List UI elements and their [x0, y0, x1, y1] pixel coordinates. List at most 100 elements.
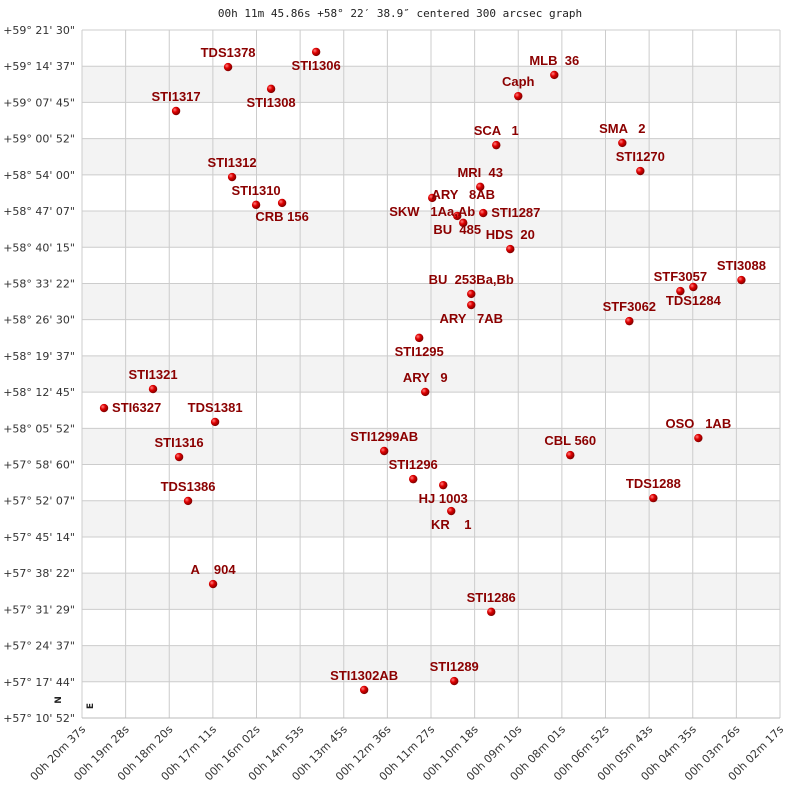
- star-marker: [359, 685, 369, 695]
- star-label: SCA 1: [474, 123, 519, 138]
- y-tick-label: +57° 38' 22": [3, 567, 75, 580]
- y-tick-label: +58° 54' 00": [3, 169, 75, 182]
- star-marker: [223, 62, 233, 72]
- star-marker: [618, 138, 627, 148]
- star-marker: [439, 480, 448, 490]
- star-marker: [453, 211, 462, 221]
- star-marker: [447, 506, 456, 516]
- star-label: A 904: [191, 562, 237, 577]
- star-label: HDS 20: [486, 227, 535, 242]
- star-label: TDS1288: [626, 476, 681, 491]
- star-label: KR 1: [431, 517, 471, 532]
- star-label: MLB 36: [529, 53, 579, 68]
- star-label: SKW 1Aa,Ab: [389, 204, 475, 219]
- star-label: STI1310: [232, 183, 281, 198]
- star-label: STI1289: [430, 659, 479, 674]
- star-marker: [311, 47, 321, 57]
- star-marker: [183, 496, 193, 506]
- star-label: BU 253Ba,Bb: [429, 272, 514, 287]
- y-tick-label: +58° 12' 45": [3, 386, 75, 399]
- star-label: OSO 1AB: [665, 416, 731, 431]
- star-label: SMA 2: [599, 121, 645, 136]
- star-marker: [99, 403, 109, 413]
- star-label: BU 485: [433, 222, 481, 237]
- y-tick-label: +58° 40' 15": [3, 241, 75, 254]
- star-label: STI1296: [389, 457, 438, 472]
- star-marker: [514, 91, 523, 101]
- y-tick-label: +59° 14' 37": [3, 60, 75, 73]
- star-marker: [566, 450, 575, 460]
- star-marker: [625, 316, 634, 326]
- star-label: TDS1381: [188, 400, 243, 415]
- star-marker: [414, 333, 424, 343]
- star-label: MRI 43: [457, 165, 503, 180]
- star-label: STI1302AB: [330, 668, 398, 683]
- y-tick-label: +57° 24' 37": [3, 640, 75, 653]
- star-marker: [636, 166, 645, 176]
- star-label: CRB 156: [255, 209, 308, 224]
- star-marker: [251, 200, 261, 210]
- star-label: STI1287: [491, 205, 540, 220]
- star-marker: [148, 384, 158, 394]
- star-marker: [737, 275, 746, 285]
- star-label: Caph: [502, 74, 535, 89]
- star-label: CBL 560: [544, 433, 596, 448]
- star-label: STI1286: [467, 590, 516, 605]
- star-marker: [649, 493, 658, 503]
- y-tick-label: +57° 52' 07": [3, 495, 75, 508]
- star-label: ARY 8AB: [431, 187, 495, 202]
- star-label: STI1308: [247, 95, 296, 110]
- star-marker: [428, 193, 437, 203]
- y-tick-label: +58° 26' 30": [3, 314, 75, 327]
- star-marker: [409, 474, 418, 484]
- star-marker: [550, 70, 559, 80]
- star-marker: [379, 446, 389, 456]
- star-marker: [171, 106, 181, 116]
- y-tick-label: +57° 10' 52": [3, 712, 75, 725]
- star-label: TDS1386: [161, 479, 216, 494]
- star-marker: [492, 140, 501, 150]
- star-marker: [467, 289, 476, 299]
- star-marker: [459, 218, 468, 228]
- y-tick-label: +59° 07' 45": [3, 96, 75, 109]
- star-marker: [676, 286, 685, 296]
- star-label: STI1317: [151, 89, 200, 104]
- star-marker: [506, 244, 515, 254]
- star-label: TDS1378: [201, 45, 256, 60]
- star-label: ARY 9: [403, 370, 448, 385]
- star-label: STF3057: [654, 269, 707, 284]
- y-tick-label: +57° 31' 29": [3, 603, 75, 616]
- star-marker: [208, 579, 218, 589]
- star-marker: [479, 208, 488, 218]
- star-label: TDS1284: [666, 293, 722, 308]
- y-tick-label: +58° 19' 37": [3, 350, 75, 363]
- star-marker: [210, 417, 220, 427]
- y-tick-label: +58° 33' 22": [3, 277, 75, 290]
- y-tick-label: +58° 47' 07": [3, 205, 75, 218]
- y-tick-label: +59° 00' 52": [3, 133, 75, 146]
- y-tick-label: +57° 17' 44": [3, 676, 75, 689]
- y-tick-label: +57° 45' 14": [3, 531, 75, 544]
- star-marker: [487, 607, 496, 617]
- star-label: HJ 1003: [419, 491, 468, 506]
- star-marker: [277, 198, 287, 208]
- star-marker: [476, 182, 485, 192]
- star-label: STI6327: [112, 400, 161, 415]
- y-tick-label: +57° 58' 60": [3, 459, 75, 472]
- star-label: STF3062: [603, 299, 656, 314]
- star-label: STI1321: [128, 367, 177, 382]
- star-label: STI3088: [717, 258, 766, 273]
- star-label: STI1316: [154, 435, 203, 450]
- star-label: STI1270: [616, 149, 665, 164]
- star-label: STI1295: [395, 344, 444, 359]
- star-marker: [421, 387, 430, 397]
- star-label: ARY 7AB: [439, 311, 503, 326]
- star-marker: [227, 172, 237, 182]
- star-marker: [450, 676, 459, 686]
- star-marker: [266, 84, 276, 94]
- star-marker: [689, 282, 698, 292]
- star-marker: [174, 452, 184, 462]
- compass-north: N: [54, 696, 64, 704]
- chart-title: 00h 11m 45.86s +58° 22′ 38.9″ centered 3…: [218, 7, 582, 20]
